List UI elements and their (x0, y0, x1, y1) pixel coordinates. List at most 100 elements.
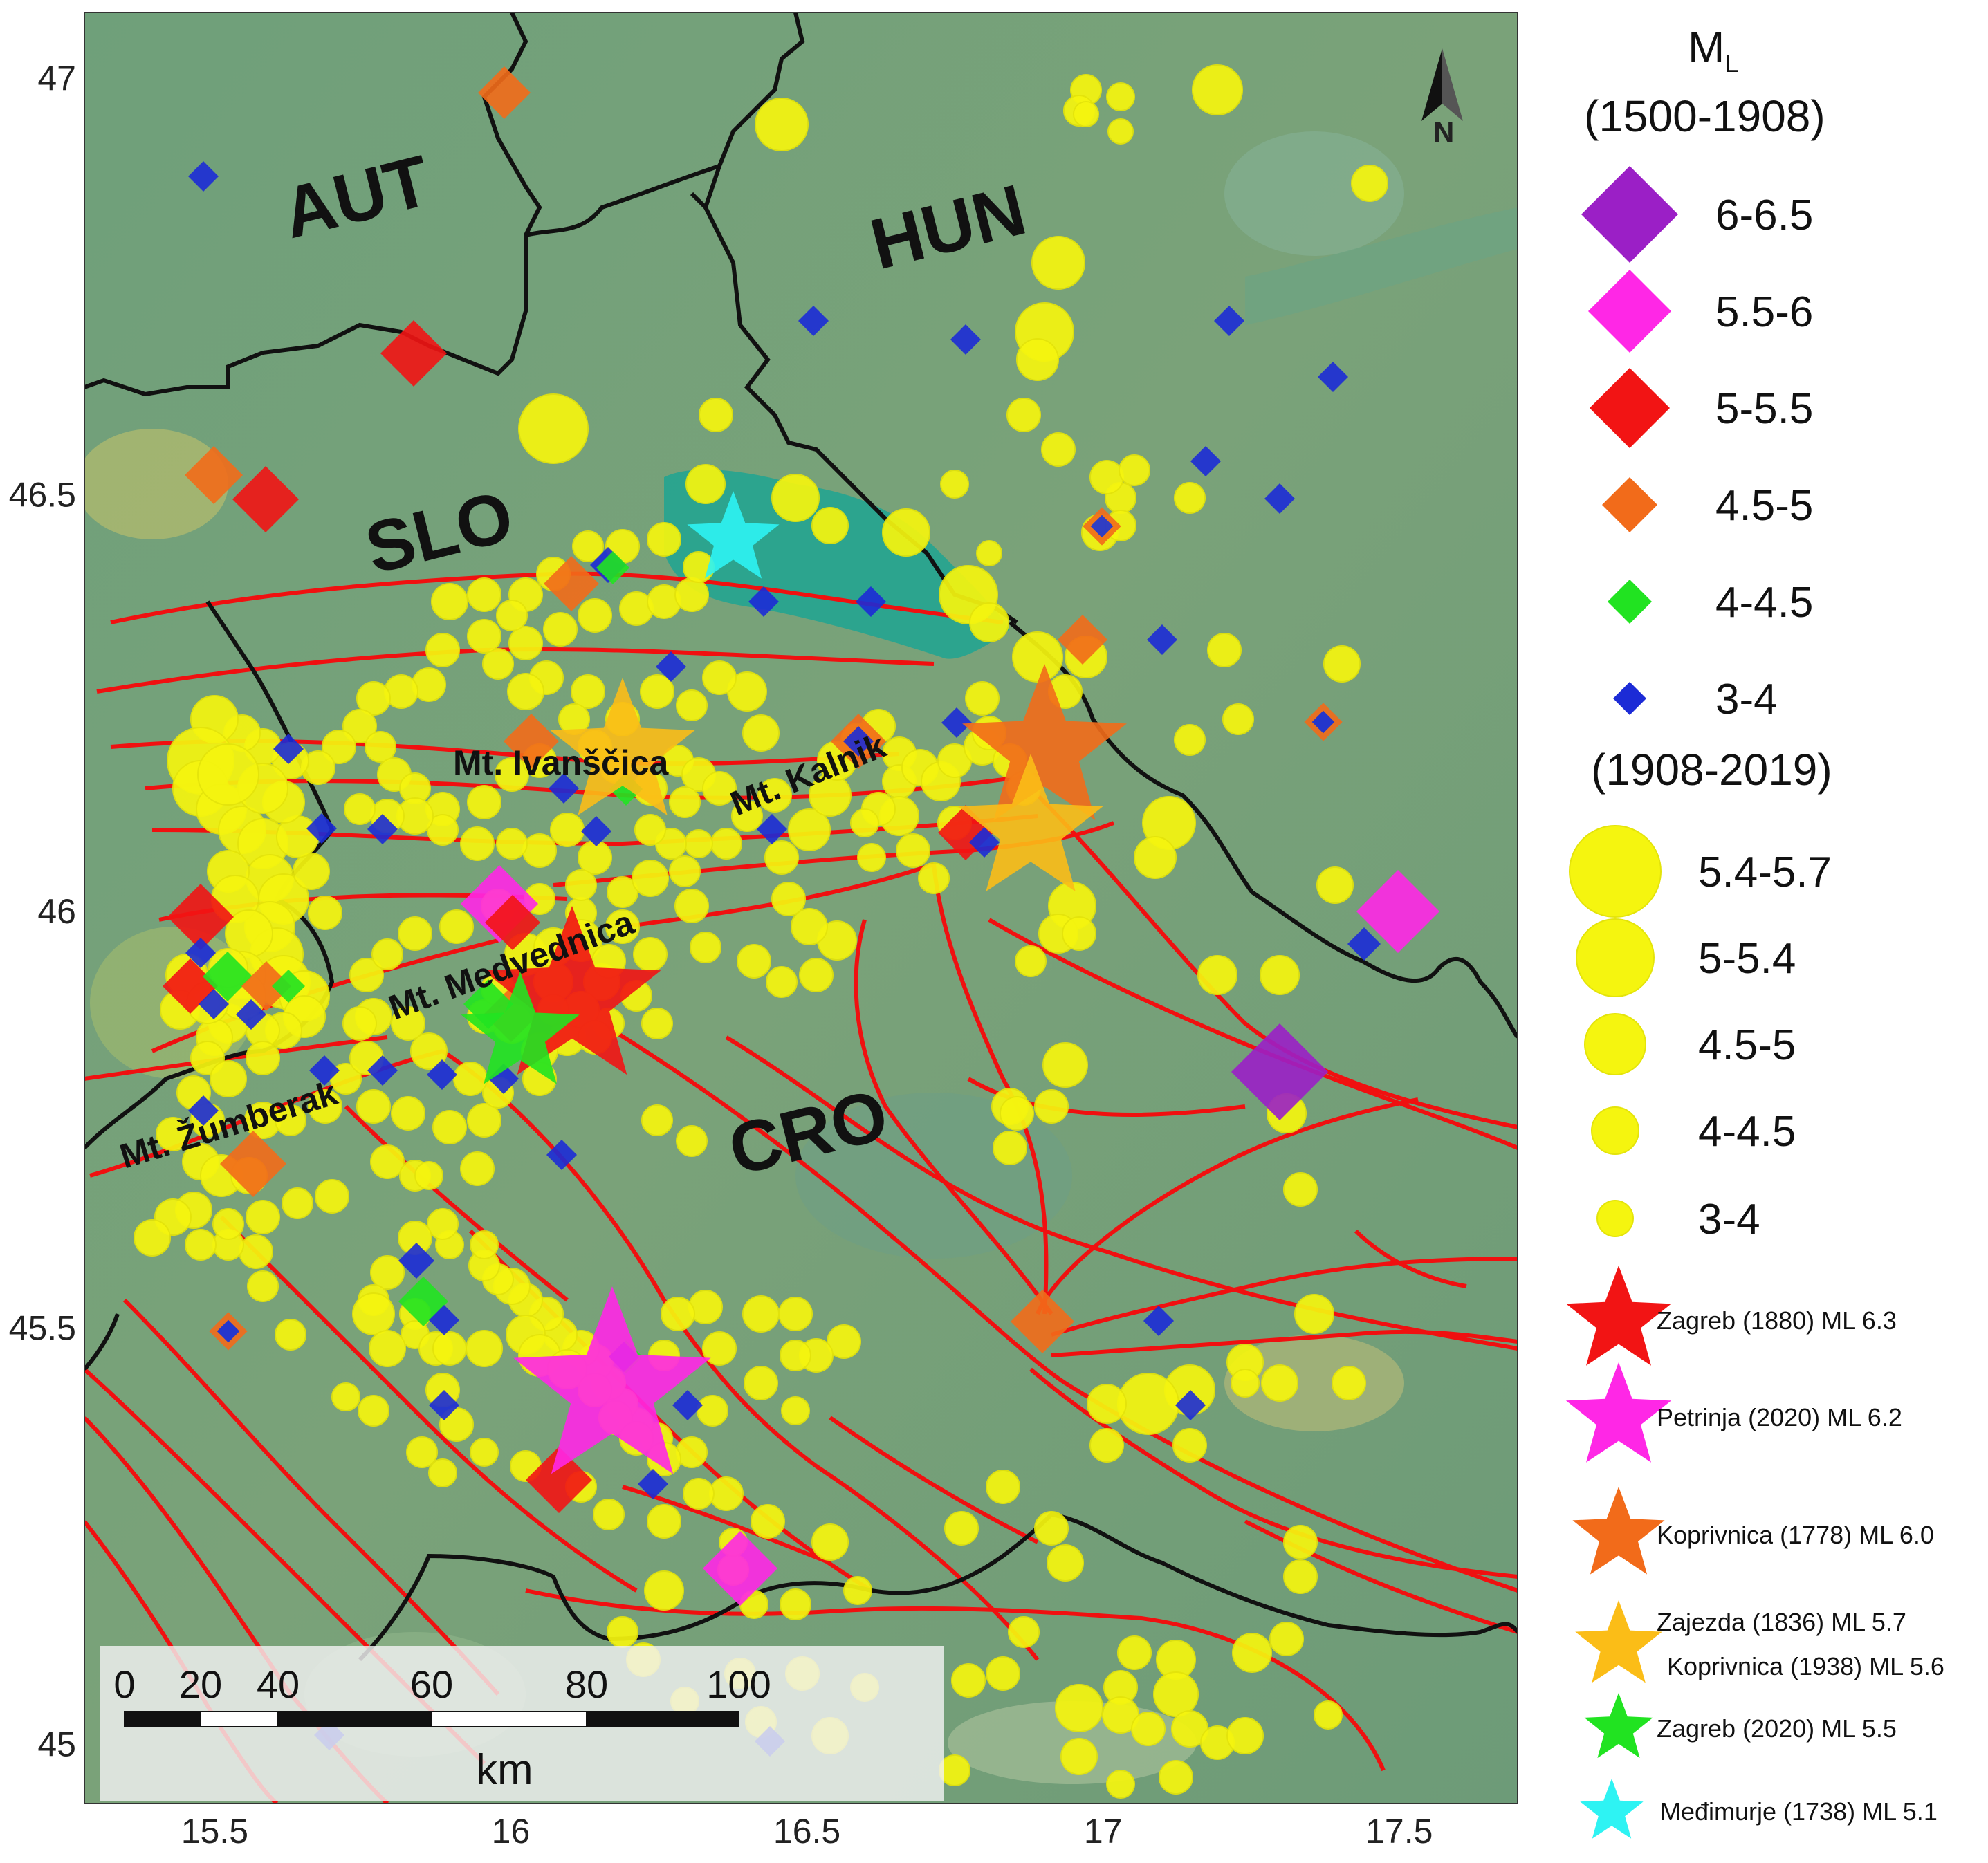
historical-epicenter (638, 1469, 668, 1499)
scale-bar-segment (586, 1711, 739, 1727)
historical-epicenter (273, 734, 304, 764)
historical-epicenter (950, 324, 981, 355)
x-tick-label: 16.5 (773, 1812, 840, 1851)
instrumental-epicenter (827, 1324, 861, 1359)
instrumental-epicenter (1073, 101, 1099, 127)
instrumental-epicenter (371, 938, 403, 970)
instrumental-epicenter (1197, 955, 1237, 995)
legend-circle-label: 5.4-5.7 (1698, 849, 1832, 896)
instrumental-epicenter (467, 619, 501, 654)
historical-epicenter (185, 938, 216, 968)
scale-bar-segment (200, 1711, 279, 1727)
y-tick-label: 45.5 (9, 1308, 76, 1347)
instrumental-epicenter (1047, 1544, 1084, 1582)
legend-diamond-swatch (1608, 580, 1652, 624)
scale-bar-unit: km (476, 1746, 533, 1794)
instrumental-epicenter (365, 731, 396, 763)
legend-diamond-swatch (1602, 477, 1657, 532)
instrumental-epicenter (432, 1331, 467, 1366)
instrumental-epicenter (644, 1570, 684, 1611)
instrumental-epicenter (632, 860, 669, 897)
historical-epicenter (1190, 446, 1221, 476)
historical-epicenter (656, 651, 686, 682)
instrumental-epicenter (1089, 1428, 1124, 1463)
instrumental-epicenter (684, 829, 713, 858)
instrumental-epicenter (344, 793, 376, 825)
instrumental-epicenter (1015, 945, 1047, 977)
instrumental-epicenter (572, 530, 604, 562)
instrumental-epicenter (275, 1319, 306, 1351)
instrumental-epicenter (370, 1255, 405, 1290)
instrumental-epicenter (757, 778, 792, 813)
instrumental-epicenter (460, 1151, 495, 1186)
instrumental-epicenter (356, 681, 391, 716)
instrumental-epicenter (951, 1663, 986, 1698)
instrumental-epicenter (709, 1476, 744, 1511)
legend-circle-swatch (1569, 825, 1662, 918)
instrumental-epicenter (697, 1395, 728, 1427)
instrumental-epicenter (857, 843, 886, 872)
instrumental-epicenter (843, 1576, 872, 1605)
instrumental-epicenter (1314, 1700, 1343, 1730)
instrumental-epicenter (674, 889, 709, 923)
instrumental-epicenter (674, 577, 709, 612)
instrumental-epicenter (425, 633, 460, 667)
instrumental-epicenter (1231, 1369, 1260, 1398)
instrumental-epicenter (976, 540, 1002, 566)
historical-epicenter (478, 66, 531, 119)
instrumental-epicenter (1000, 1096, 1034, 1131)
major-earthquake-star (962, 664, 1127, 821)
instrumental-epicenter (811, 1523, 849, 1561)
instrumental-epicenter (1294, 1294, 1334, 1334)
historical-epicenter (596, 551, 629, 584)
instrumental-epicenter (940, 470, 969, 499)
instrumental-epicenter (239, 1234, 273, 1269)
historical-epicenter (241, 961, 291, 1011)
instrumental-epicenter (565, 869, 597, 901)
instrumental-epicenter (742, 1295, 780, 1333)
instrumental-epicenter (731, 800, 763, 832)
historical-epicenter (1264, 483, 1295, 514)
historical-epicenter (672, 1390, 703, 1420)
instrumental-epicenter (1106, 82, 1135, 111)
instrumental-epicenter (647, 522, 681, 557)
legend-diamond-swatch (1613, 682, 1646, 715)
scale-bar-label: 20 (179, 1662, 222, 1706)
instrumental-epicenter (1159, 1760, 1193, 1795)
historical-epicenter (1175, 1390, 1206, 1420)
historical-epicenter (526, 1447, 592, 1513)
north-arrow-icon: N (1421, 48, 1463, 148)
instrumental-epicenter (315, 1179, 349, 1214)
instrumental-epicenter (431, 583, 468, 620)
legend-star-swatch (1580, 1779, 1644, 1839)
instrumental-epicenter (1119, 454, 1150, 486)
scale-bar-label: 40 (257, 1662, 300, 1706)
instrumental-epicenter (212, 1208, 244, 1240)
historical-epicenter (232, 466, 299, 532)
instrumental-epicenter (605, 909, 640, 944)
instrumental-epicenter (275, 1104, 306, 1136)
legend: ML (1500-1908) 6-6.5 5.5-6 5-5.5 4.5-5 4-4.5… (1565, 22, 1944, 1839)
instrumental-epicenter (641, 1104, 673, 1136)
instrumental-epicenter (1016, 338, 1059, 381)
instrumental-epicenter (518, 393, 589, 464)
instrumental-epicenter (1323, 645, 1361, 683)
instrumental-epicenter (918, 862, 950, 894)
instrumental-epicenter (669, 855, 701, 887)
legend-diamond-label: 6-6.5 (1715, 192, 1813, 239)
instrumental-epicenter (1269, 1622, 1304, 1656)
instrumental-epicenter (1226, 1717, 1264, 1754)
instrumental-epicenter (1172, 1428, 1207, 1463)
instrumental-epicenter (370, 1144, 405, 1179)
legend-star-label: Zagreb (1880) ML 6.3 (1657, 1306, 1897, 1335)
historical-epicenter (1083, 507, 1121, 546)
historical-epicenter (1214, 306, 1244, 336)
major-earthquake-star (513, 1286, 711, 1474)
instrumental-epicenter (683, 1478, 715, 1510)
instrumental-epicenter (965, 681, 1000, 716)
instrumental-epicenter (282, 1187, 313, 1219)
legend-star-swatch (1584, 1693, 1653, 1759)
map-border (84, 12, 1518, 1804)
legend-circle-label: 4-4.5 (1698, 1108, 1796, 1156)
